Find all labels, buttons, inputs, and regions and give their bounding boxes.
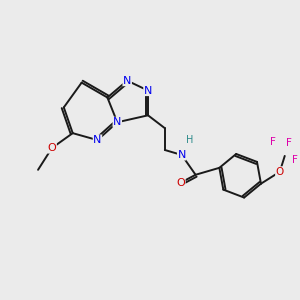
- Text: F: F: [270, 137, 276, 147]
- Text: N: N: [144, 85, 152, 96]
- Text: N: N: [93, 135, 102, 145]
- Text: F: F: [292, 155, 298, 165]
- Text: H: H: [186, 135, 193, 145]
- Text: N: N: [113, 117, 122, 127]
- Text: O: O: [276, 167, 284, 177]
- Text: O: O: [176, 178, 185, 188]
- Text: N: N: [123, 76, 131, 85]
- Text: F: F: [286, 138, 292, 148]
- Text: N: N: [178, 150, 186, 160]
- Text: O: O: [47, 143, 56, 153]
